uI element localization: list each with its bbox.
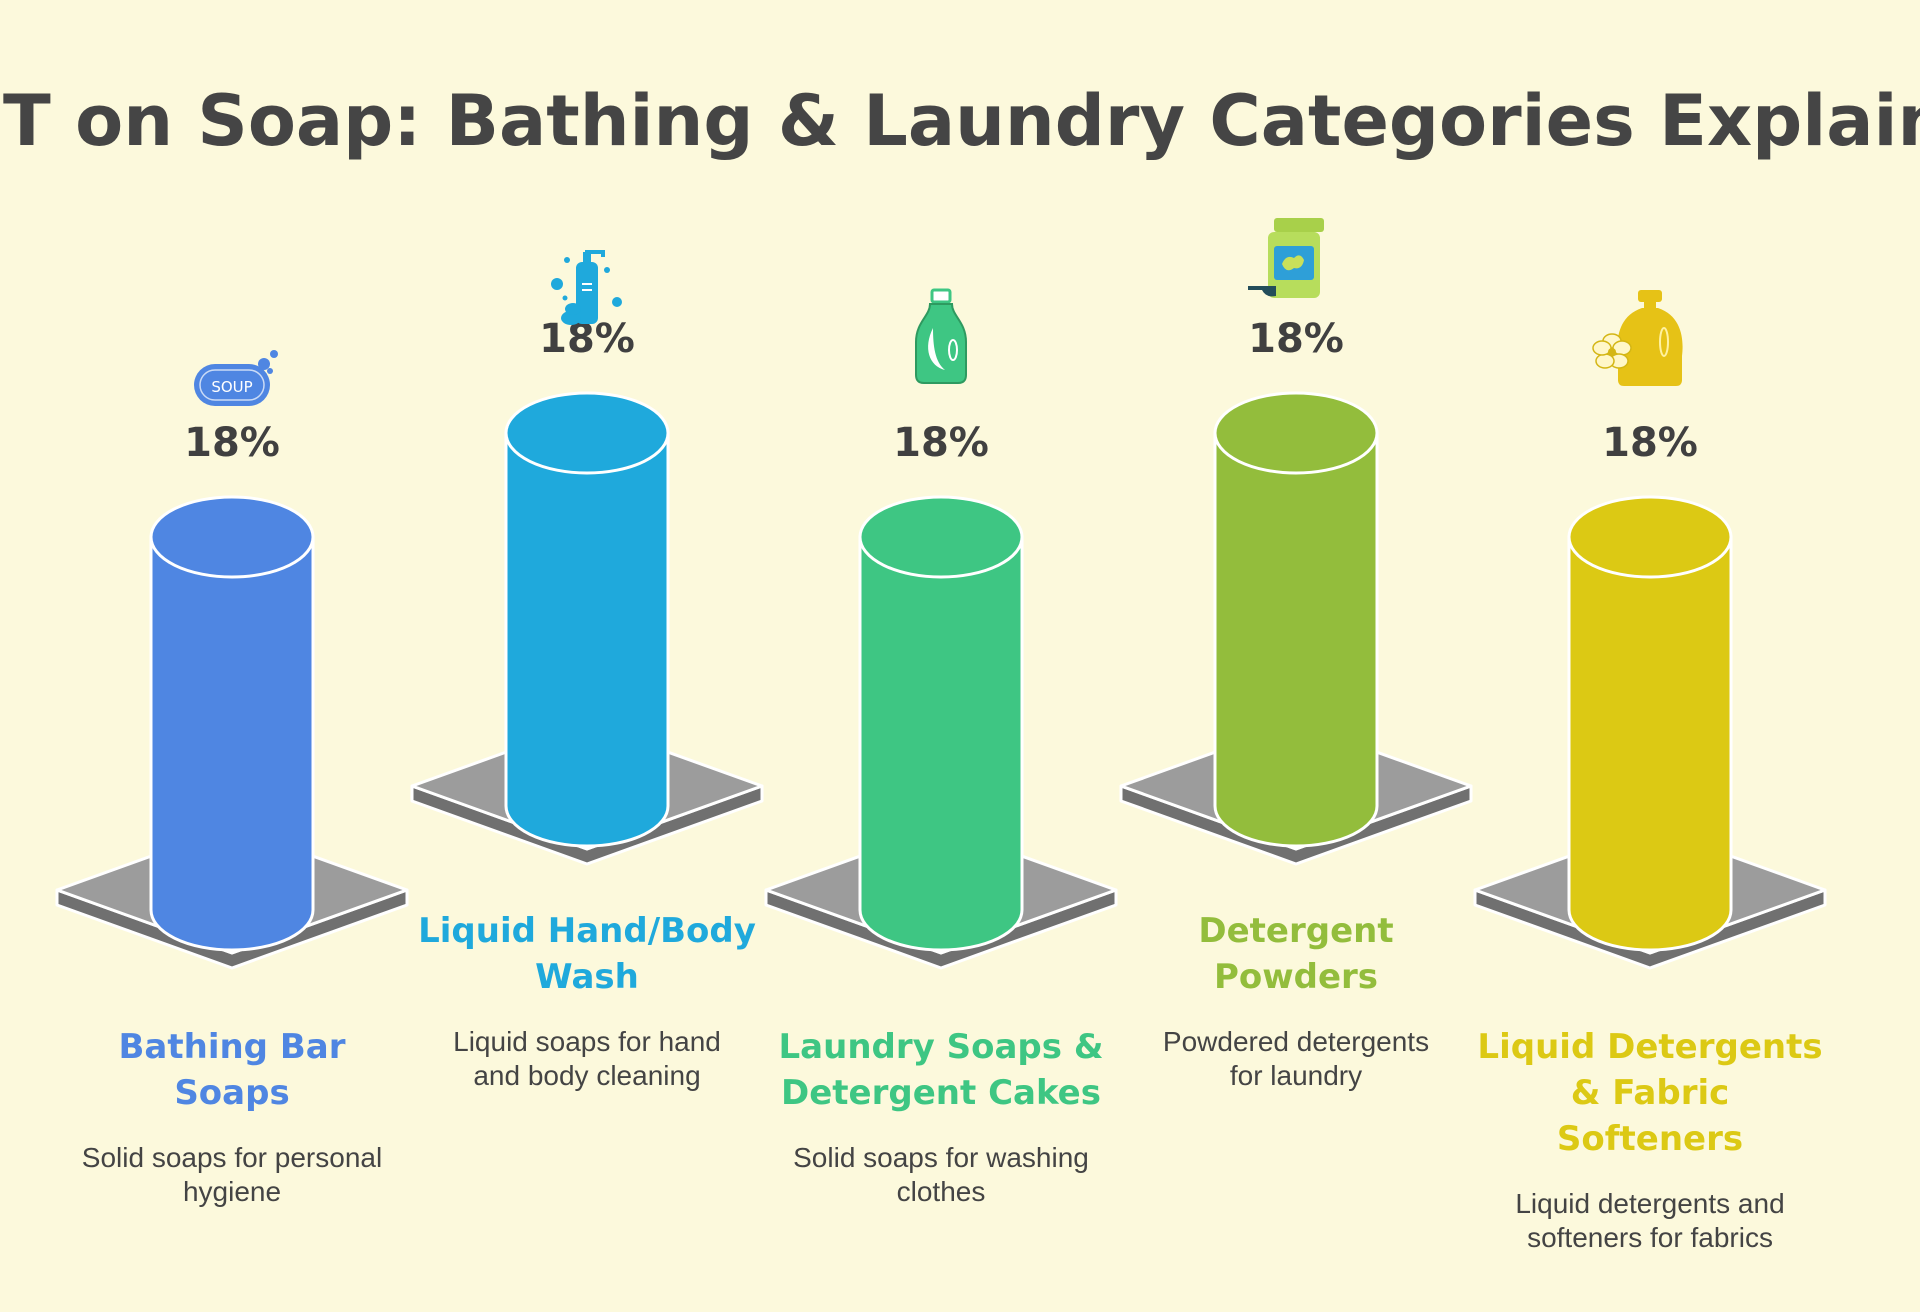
bar-cylinder <box>1213 391 1379 848</box>
soap-bar-icon: SOUP <box>194 350 278 406</box>
bar-cylinder <box>1567 495 1733 952</box>
bar-cylinder <box>858 495 1024 952</box>
value-label: 18% <box>893 420 989 466</box>
value-label: 18% <box>184 420 280 466</box>
fabric-softener-icon <box>1592 290 1683 386</box>
bar-cylinder <box>149 495 315 952</box>
category-description: Liquid soaps for hand and body cleaning <box>453 1026 721 1091</box>
category-label: Liquid Detergents & Fabric Softeners <box>1477 1027 1822 1159</box>
category-label: Detergent Powders <box>1198 911 1393 997</box>
category-label: Liquid Hand/Body Wash <box>418 911 756 997</box>
category-description: Powdered detergents for laundry <box>1163 1026 1429 1091</box>
value-label: 18% <box>1248 316 1344 362</box>
bar-cylinder <box>504 391 670 848</box>
category-description: Liquid detergents and softeners for fabri… <box>1515 1188 1784 1253</box>
detergent-powder-icon <box>1248 218 1324 298</box>
value-label: 18% <box>1602 420 1698 466</box>
laundry-bottle-icon <box>915 288 967 384</box>
category-description: Solid soaps for washing clothes <box>793 1142 1089 1207</box>
chart-title: GST on Soap: Bathing & Laundry Categorie… <box>0 80 1920 162</box>
hand-wash-bottle-icon <box>551 250 622 325</box>
category-label: Bathing Bar Soaps <box>119 1027 346 1113</box>
svg-text:SOUP: SOUP <box>211 378 252 396</box>
columns-group: 18% SOUP Bathing Bar Soaps Solid soaps for p… <box>55 218 1827 1253</box>
category-label: Laundry Soaps & Detergent Cakes <box>779 1027 1104 1113</box>
category-description: Solid soaps for personal hygiene <box>82 1142 382 1207</box>
